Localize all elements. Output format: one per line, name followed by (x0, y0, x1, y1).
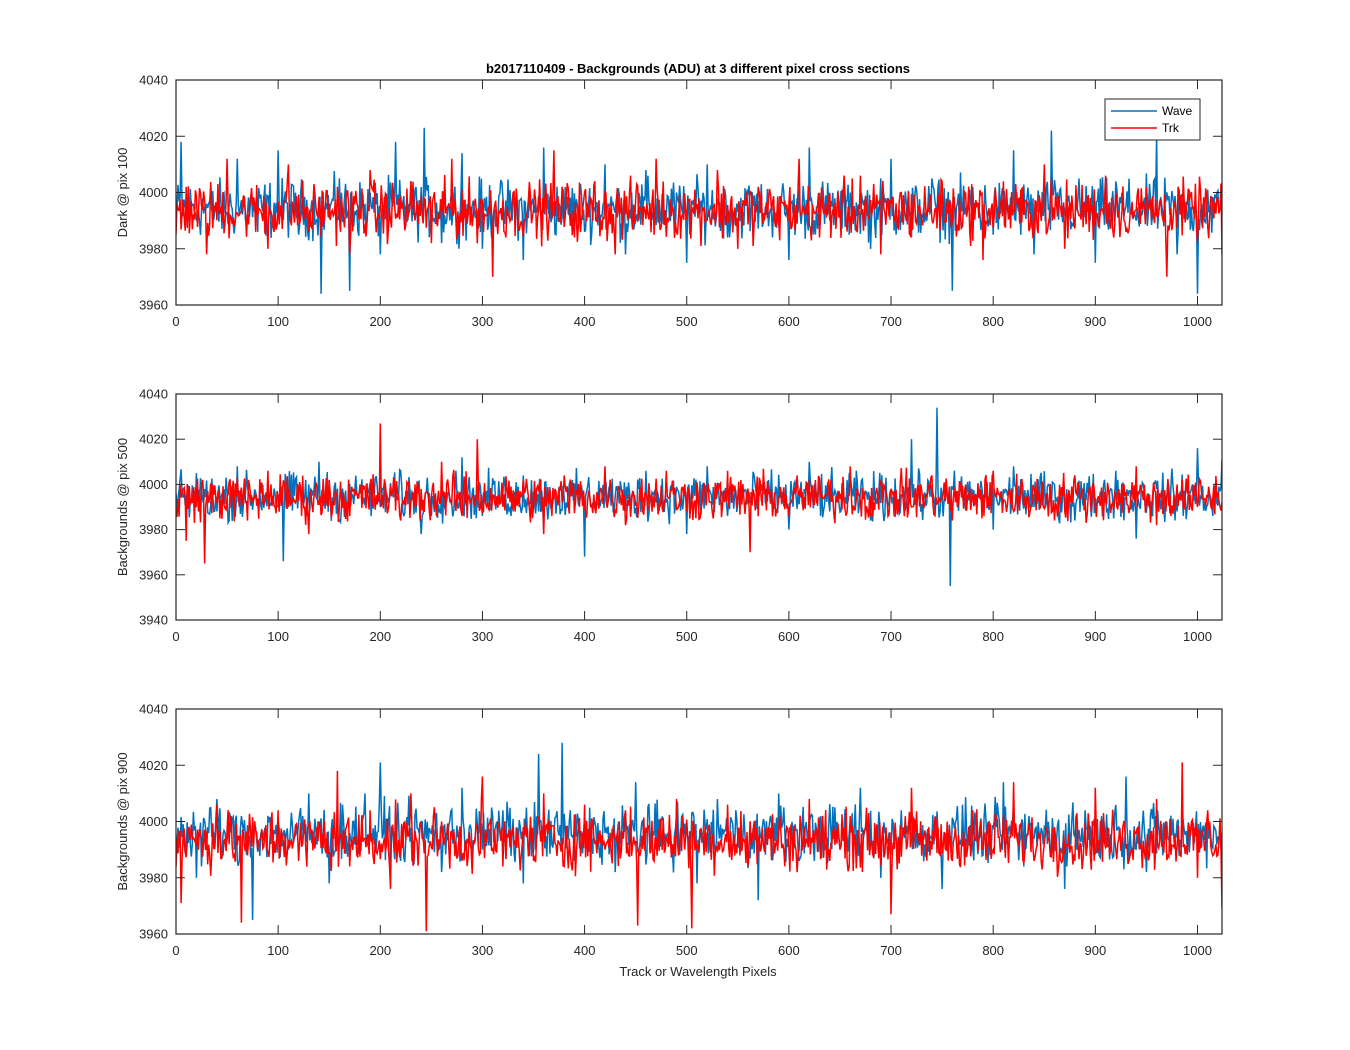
x-tick-label: 400 (574, 943, 596, 958)
x-tick-label: 700 (880, 314, 902, 329)
x-tick-label: 200 (369, 629, 391, 644)
x-tick-label: 900 (1084, 943, 1106, 958)
x-tick-label: 300 (472, 314, 494, 329)
x-tick-label: 500 (676, 629, 698, 644)
x-tick-label: 900 (1084, 629, 1106, 644)
y-tick-label: 4020 (139, 758, 168, 773)
x-tick-label: 800 (982, 943, 1004, 958)
x-tick-label: 1000 (1183, 943, 1212, 958)
y-tick-label: 3980 (139, 870, 168, 885)
x-tick-label: 600 (778, 314, 800, 329)
x-tick-label: 100 (267, 314, 289, 329)
series-line-trk (176, 762, 1222, 932)
x-tick-label: 0 (172, 943, 179, 958)
y-tick-label: 3980 (139, 241, 168, 256)
x-tick-label: 600 (778, 943, 800, 958)
x-tick-label: 600 (778, 629, 800, 644)
x-axis-label: Track or Wavelength Pixels (619, 964, 777, 979)
y-tick-label: 4020 (139, 432, 168, 447)
x-tick-label: 200 (369, 943, 391, 958)
y-tick-label: 4000 (139, 814, 168, 829)
panel-2: 0 100 200 300 400 500 600 700 800 900 1000 3940 3960… (115, 387, 1223, 644)
y-tick-label: 3960 (139, 927, 168, 942)
y-tick-label: 4020 (139, 129, 168, 144)
y-tick-label: 3960 (139, 298, 168, 313)
legend-label-wave: Wave (1162, 104, 1193, 118)
y-axis-label: Dark @ pix 100 (115, 148, 130, 238)
x-tick-label: 0 (172, 314, 179, 329)
x-tick-label: 500 (676, 314, 698, 329)
chart-title: b2017110409 - Backgrounds (ADU) at 3 dif… (486, 61, 910, 76)
x-tick-label: 200 (369, 314, 391, 329)
x-tick-label: 100 (267, 943, 289, 958)
panels: 0 100 200 300 400 500 600 700 800 900 100039603980… (115, 73, 1223, 958)
x-tick-label: 1000 (1183, 314, 1212, 329)
x-tick-label: 400 (574, 629, 596, 644)
y-tick-label: 4040 (139, 387, 168, 402)
x-tick-label: 300 (472, 629, 494, 644)
x-tick-label: 700 (880, 629, 902, 644)
series-line-trk (176, 150, 1222, 277)
y-axis-label: Backgrounds @ pix 500 (115, 438, 130, 576)
y-tick-label: 3960 (139, 567, 168, 582)
x-tick-label: 400 (574, 314, 596, 329)
x-tick-label: 300 (472, 943, 494, 958)
panel-1: 0 100 200 300 400 500 600 700 800 900 1000 3960 3980… (115, 73, 1223, 329)
y-tick-label: 4040 (139, 73, 168, 88)
x-tick-label: 900 (1084, 314, 1106, 329)
panel-3: 0 100 200 300 400 500 600 700 800 900 1000 3960 3980… (115, 702, 1223, 958)
x-tick-label: 800 (982, 629, 1004, 644)
x-tick-label: 800 (982, 314, 1004, 329)
y-tick-label: 4040 (139, 702, 168, 717)
legend-box (1104, 98, 1201, 141)
y-tick-label: 4000 (139, 477, 168, 492)
legend-label-trk: Trk (1162, 121, 1180, 135)
y-tick-label: 3980 (139, 522, 168, 537)
y-tick-label: 3940 (139, 613, 168, 628)
legend: Wave Trk (1104, 98, 1201, 141)
y-axis-label: Backgrounds @ pix 900 (115, 752, 130, 890)
axes-box (175, 393, 1223, 621)
x-tick-label: 500 (676, 943, 698, 958)
x-tick-label: 700 (880, 943, 902, 958)
y-tick-label: 4000 (139, 185, 168, 200)
x-tick-label: 0 (172, 629, 179, 644)
x-tick-label: 100 (267, 629, 289, 644)
series-line-trk (176, 423, 1222, 564)
x-tick-label: 1000 (1183, 629, 1212, 644)
